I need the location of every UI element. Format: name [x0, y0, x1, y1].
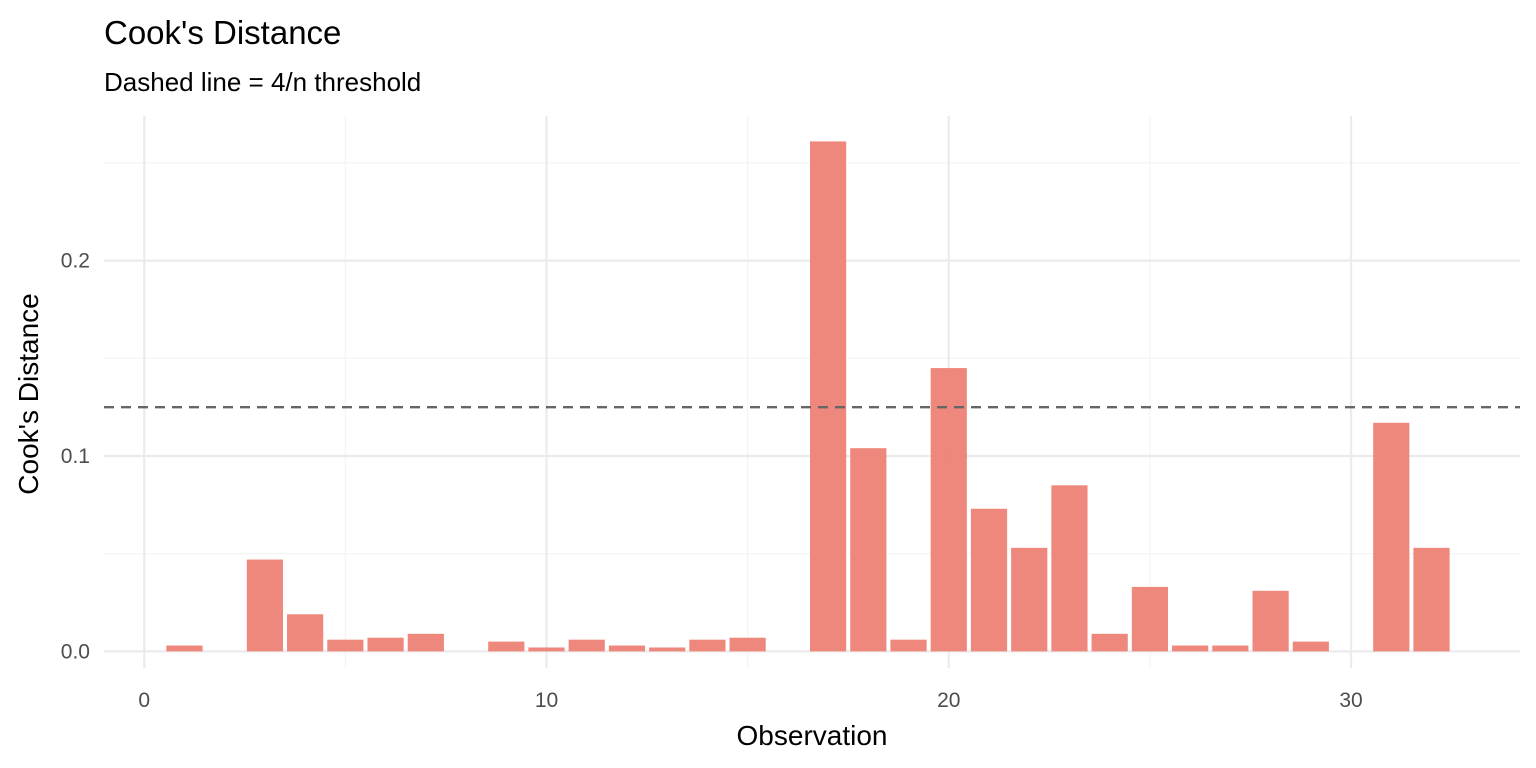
ticks-layer: 0 10 20 30 0.0 0.1 0.2: [61, 250, 1363, 712]
x-tick-label: 20: [937, 689, 960, 712]
bars-layer: [166, 141, 1450, 652]
x-tick-label: 0: [138, 689, 150, 712]
bar-observation-11: [568, 639, 605, 652]
bar-observation-21: [970, 508, 1008, 652]
y-axis-label: Cook's Distance: [13, 293, 44, 494]
bar-observation-12: [608, 645, 646, 652]
bar-observation-24: [1091, 633, 1128, 652]
bar-observation-14: [689, 639, 726, 652]
chart-subtitle: Dashed line = 4/n threshold: [104, 67, 421, 97]
y-tick-label: 0.2: [61, 250, 90, 273]
x-tick-label: 10: [535, 689, 558, 712]
x-axis-label: Observation: [737, 720, 888, 751]
bar-observation-22: [1011, 547, 1048, 652]
bar-observation-32: [1413, 547, 1450, 652]
bar-observation-9: [488, 641, 525, 652]
bar-observation-28: [1252, 590, 1289, 652]
bar-observation-5: [327, 639, 364, 652]
bar-observation-7: [407, 633, 444, 652]
bar-observation-10: [528, 647, 565, 652]
x-tick-label: 30: [1339, 689, 1362, 712]
y-tick-label: 0.1: [61, 445, 90, 468]
bar-observation-25: [1131, 586, 1169, 652]
bar-observation-4: [287, 614, 324, 652]
bar-observation-18: [850, 448, 887, 652]
bar-observation-6: [367, 637, 404, 652]
bar-observation-27: [1212, 645, 1249, 652]
chart-title: Cook's Distance: [104, 14, 341, 51]
bar-observation-26: [1172, 645, 1209, 652]
bar-observation-23: [1051, 485, 1088, 652]
bar-observation-17: [809, 141, 847, 652]
bar-observation-20: [930, 368, 967, 652]
bar-observation-29: [1292, 641, 1329, 652]
bar-observation-13: [649, 647, 686, 652]
bar-observation-1: [166, 645, 203, 652]
bar-observation-3: [246, 559, 284, 652]
y-tick-label: 0.0: [61, 640, 90, 663]
bar-observation-31: [1373, 422, 1410, 652]
bar-observation-15: [729, 637, 766, 652]
bar-observation-19: [890, 639, 927, 652]
